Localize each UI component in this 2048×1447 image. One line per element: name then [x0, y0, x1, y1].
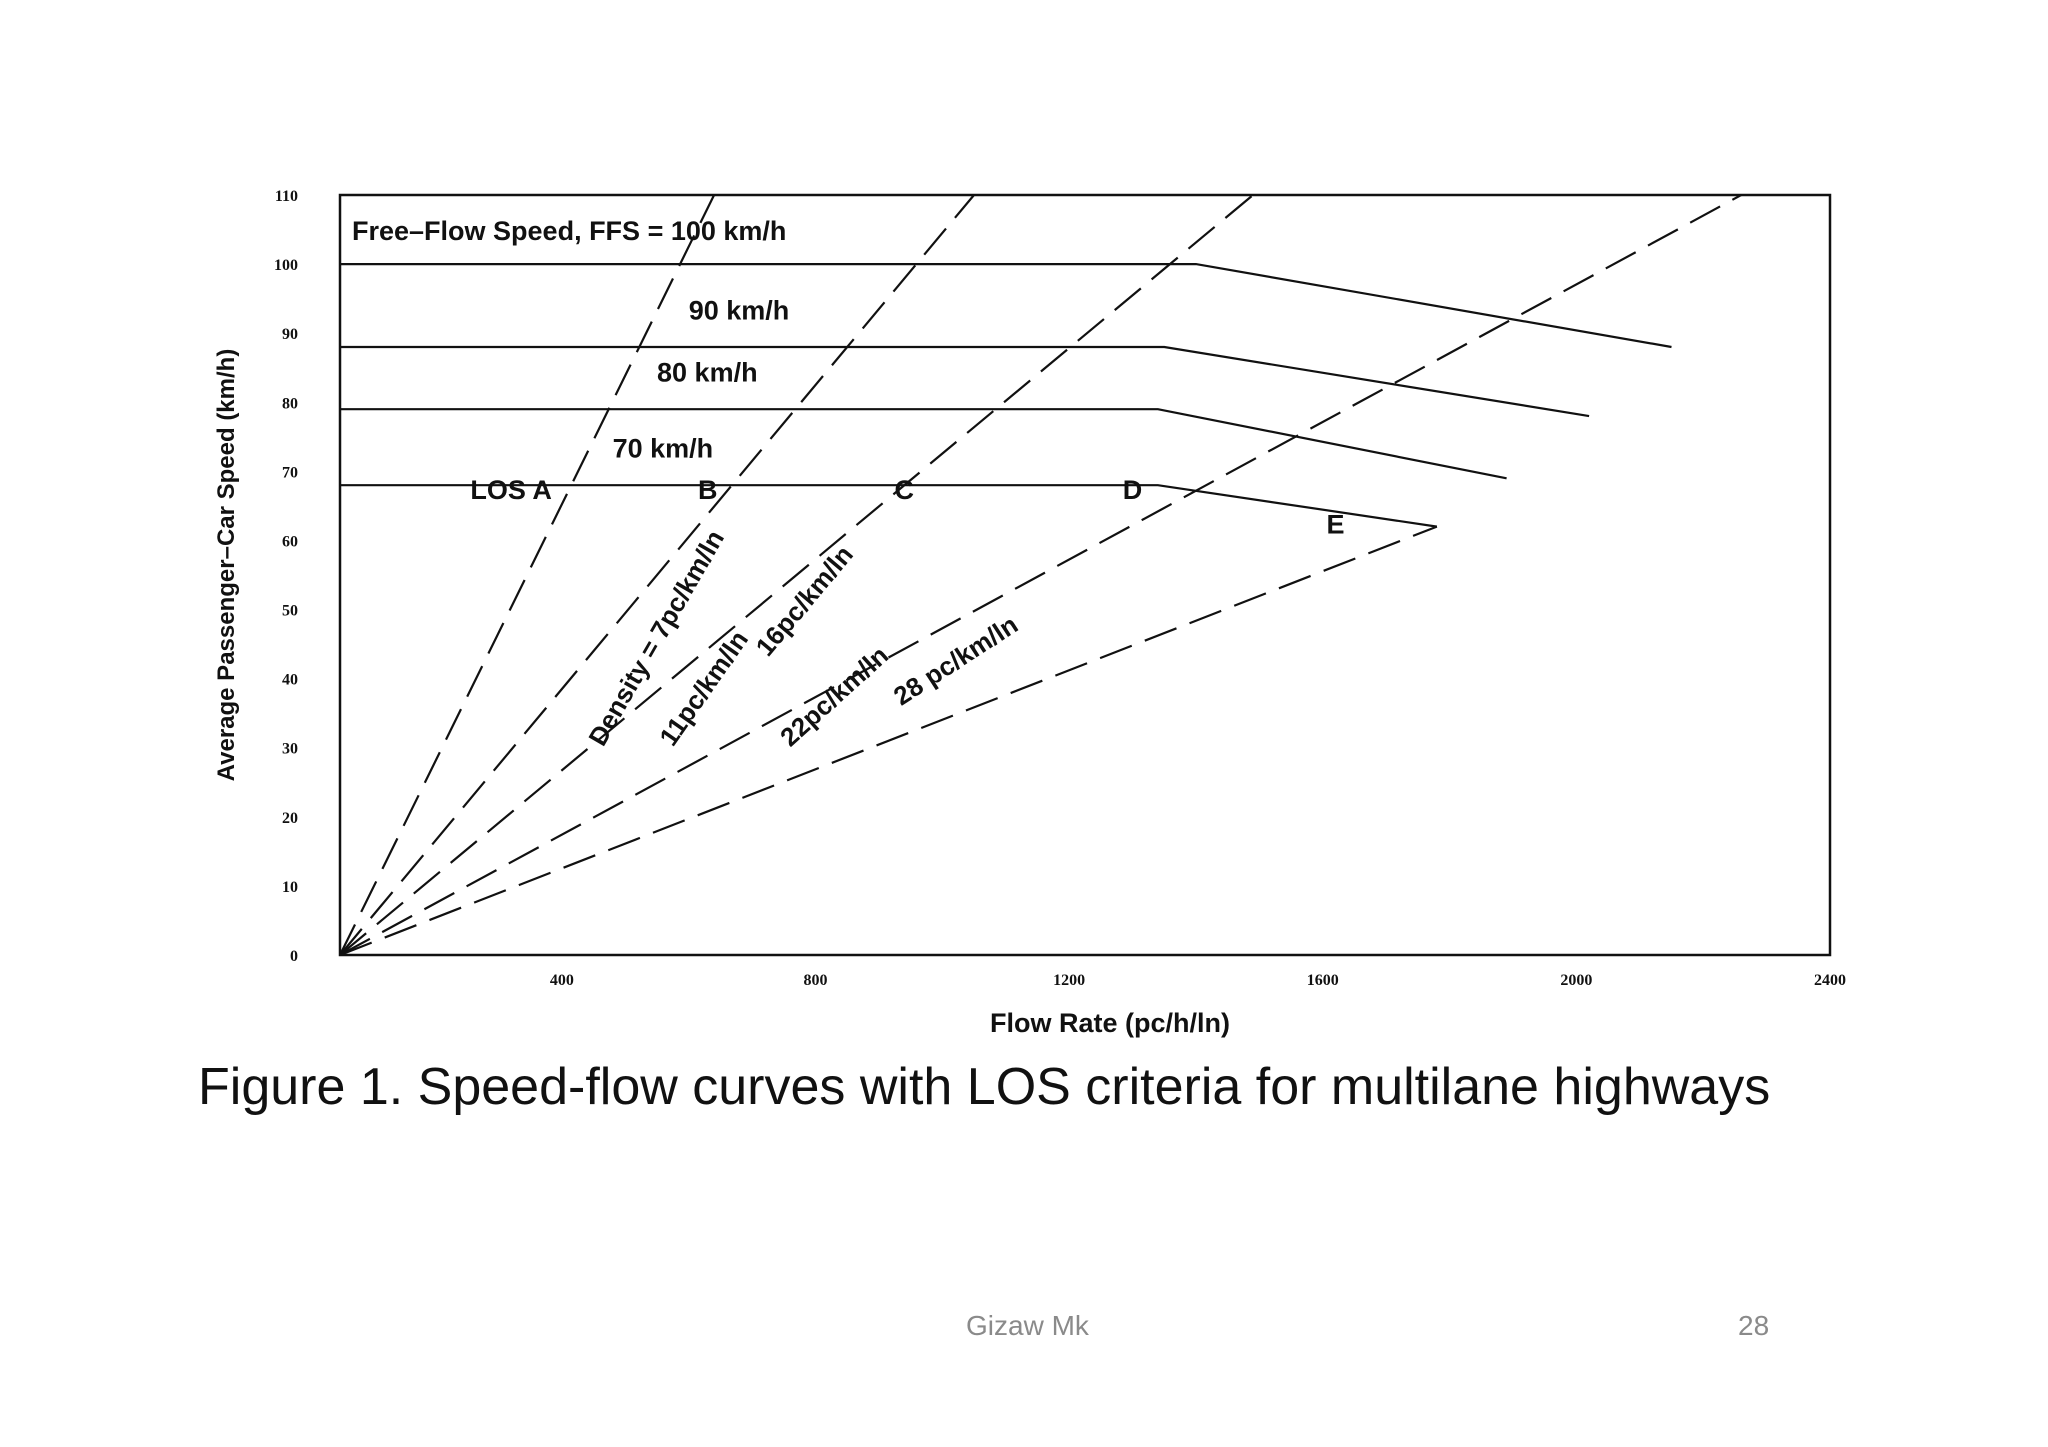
x-tick-label: 1200: [1053, 972, 1085, 989]
speed-flow-curve: [340, 484, 1438, 528]
los-label: C: [895, 475, 915, 505]
y-tick-label: 20: [282, 810, 298, 827]
plot-frame: [338, 193, 1832, 957]
y-tick-label: 40: [282, 672, 298, 689]
speed-flow-curve: [340, 408, 1507, 480]
y-tick-label: 0: [290, 948, 298, 965]
density-label: 22pc/km/ln: [774, 640, 894, 752]
y-tick-label: 100: [274, 257, 298, 274]
y-tick-label: 70: [282, 464, 298, 481]
x-axis-label: Flow Rate (pc/h/ln): [990, 1008, 1230, 1038]
x-tick-label: 2400: [1814, 972, 1846, 989]
y-tick-label: 10: [282, 879, 298, 896]
y-tick-label: 80: [282, 395, 298, 412]
y-tick-label: 30: [282, 741, 298, 758]
density-line: [340, 195, 1742, 955]
y-tick-label: 110: [275, 188, 298, 205]
x-tick-label: 400: [550, 972, 574, 989]
y-axis-label: Average Passenger–Car Speed (km/h): [213, 349, 240, 782]
los-label: E: [1326, 510, 1344, 540]
figure-caption: Figure 1. Speed-flow curves with LOS cri…: [198, 1058, 1771, 1116]
footer-author: Gizaw Mk: [966, 1310, 1089, 1341]
speed-curve-label: 80 km/h: [657, 358, 758, 388]
density-line: [340, 195, 975, 955]
speed-flow-curve: [340, 263, 1672, 349]
y-tick-label: 60: [282, 533, 298, 550]
density-line: [340, 525, 1438, 955]
y-tick-label: 50: [282, 603, 298, 620]
y-tick-label: 90: [282, 326, 298, 343]
los-label: LOS A: [470, 475, 552, 505]
speed-flow-chart: 400 800 1200 1600 2000 2400 0 10 20 30 40 50 60 70 80 9…: [213, 188, 1846, 1038]
speed-flow-curve: [340, 345, 1590, 418]
speed-curve-label: 70 km/h: [613, 434, 714, 464]
los-label: D: [1123, 475, 1143, 505]
speed-curve-label: 90 km/h: [689, 295, 790, 325]
chart-title: Free–Flow Speed, FFS = 100 km/h: [352, 216, 786, 246]
los-label: B: [698, 475, 718, 505]
density-label: 28 pc/km/ln: [888, 609, 1023, 711]
x-tick-label: 800: [804, 972, 828, 989]
density-line: [340, 195, 1254, 955]
x-tick-label: 1600: [1307, 972, 1339, 989]
density-line: [340, 195, 716, 955]
page-number: 28: [1738, 1310, 1770, 1341]
x-tick-label: 2000: [1560, 972, 1592, 989]
